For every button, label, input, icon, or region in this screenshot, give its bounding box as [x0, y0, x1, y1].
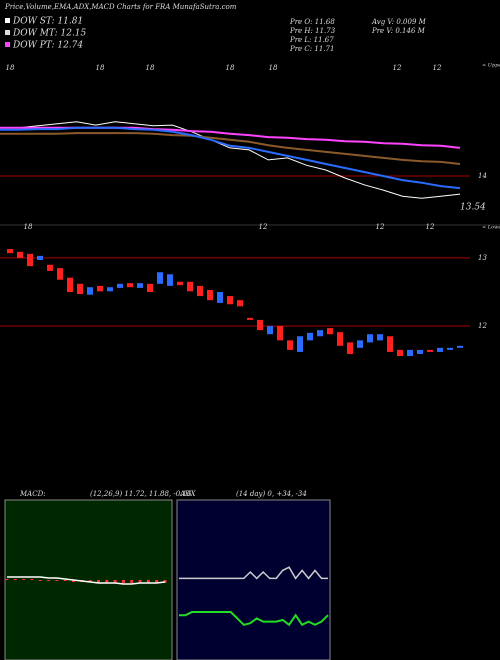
candle — [97, 285, 103, 292]
candle — [127, 283, 133, 288]
macd-line — [7, 576, 166, 585]
candle — [417, 349, 423, 354]
candle — [347, 342, 353, 354]
candle — [107, 287, 113, 292]
y-tick-label: 14 — [478, 172, 487, 180]
date-label: 18 — [269, 64, 278, 72]
candle — [227, 296, 233, 305]
candle — [27, 253, 33, 267]
candle — [357, 340, 363, 348]
date-label: 18 — [96, 64, 105, 72]
candle — [327, 328, 333, 335]
ema-line — [0, 121, 461, 199]
page-title: Price,Volume,EMA,ADX,MACD Charts for FRA… — [4, 3, 237, 11]
candle — [7, 249, 13, 254]
candle — [247, 317, 253, 320]
candle — [287, 340, 293, 350]
legend-label: DOW ST: 11.81 — [12, 17, 83, 27]
last-value-label: 13.54 — [460, 203, 486, 213]
candle — [337, 332, 343, 346]
corner-label: < Upper — [482, 63, 500, 69]
candle — [137, 283, 143, 288]
candle — [197, 285, 203, 297]
candle — [217, 291, 223, 303]
indicator-label: ADX — [179, 490, 197, 498]
date-label: 12 — [433, 64, 442, 72]
candle — [367, 334, 373, 343]
candle — [67, 277, 73, 292]
info-text: Pre C: 11.71 — [289, 45, 334, 53]
candle — [447, 347, 453, 350]
candle — [387, 336, 393, 352]
candle — [187, 281, 193, 292]
candle — [177, 281, 183, 286]
adx-panel — [176, 499, 331, 660]
date-label: 12 — [259, 223, 268, 231]
date-label: 12 — [376, 223, 385, 231]
legend-swatch — [5, 30, 10, 35]
info-text: Avg V: 0.009 M — [371, 18, 427, 26]
candle — [77, 283, 83, 295]
candle — [47, 264, 53, 271]
date-label: 12 — [426, 223, 435, 231]
candle — [427, 349, 433, 352]
candle — [317, 330, 323, 337]
candle — [57, 268, 63, 280]
candle — [117, 283, 123, 288]
candle — [207, 289, 213, 301]
date-label: 18 — [146, 64, 155, 72]
legend-swatch — [5, 42, 10, 47]
candle — [257, 319, 263, 331]
corner-label: < Lower — [482, 225, 500, 231]
candle — [87, 287, 93, 295]
info-text: Pre L: 11.67 — [289, 36, 334, 44]
legend-label: DOW MT: 12.15 — [12, 29, 87, 39]
y-tick-label: 13 — [478, 254, 487, 262]
date-label: 18 — [6, 64, 15, 72]
adx-line — [179, 566, 328, 580]
date-label: 18 — [226, 64, 235, 72]
info-text: Pre O: 11.68 — [289, 18, 335, 26]
candle — [237, 300, 243, 307]
candle — [167, 274, 173, 286]
candle — [397, 349, 403, 357]
info-text: Pre H: 11.73 — [289, 27, 336, 35]
candle — [297, 336, 303, 352]
indicator-params: (14 day) 0, +34, -34 — [236, 490, 307, 498]
candle — [37, 255, 43, 260]
candle — [377, 334, 383, 341]
candle — [407, 349, 413, 357]
ema-line — [0, 126, 461, 190]
candle — [147, 283, 153, 292]
info-text: Pre V: 0.146 M — [371, 27, 426, 35]
adx-line — [179, 611, 329, 627]
candle — [307, 332, 313, 341]
date-label: 12 — [393, 64, 402, 72]
candle — [17, 251, 23, 258]
legend-label: DOW PT: 12.74 — [12, 41, 83, 51]
candle — [437, 347, 443, 352]
candle — [277, 326, 283, 341]
legend-swatch — [5, 18, 10, 23]
indicator-label: MACD: — [19, 490, 46, 498]
date-label: 18 — [24, 223, 33, 231]
indicator-params: (12,26,9) 11.72, 11.88, -0.16 — [90, 490, 192, 498]
candle — [157, 272, 163, 284]
candle — [457, 345, 463, 348]
y-tick-label: 12 — [478, 322, 487, 330]
ema-line — [0, 132, 461, 165]
candle — [267, 326, 273, 335]
